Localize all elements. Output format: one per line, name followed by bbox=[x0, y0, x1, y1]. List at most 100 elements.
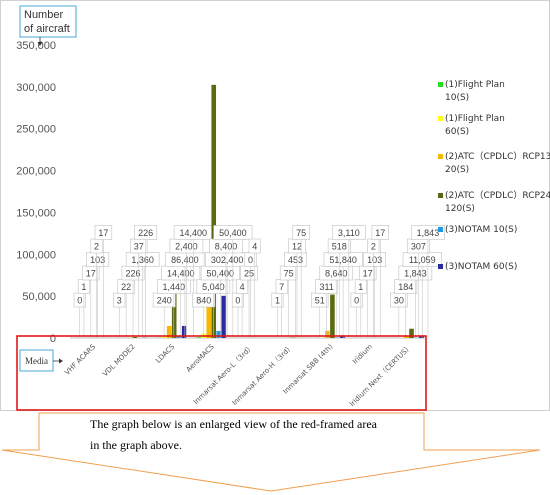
data-label: 0 bbox=[248, 255, 253, 265]
data-label: 22 bbox=[121, 282, 131, 292]
data-label: 7 bbox=[279, 282, 284, 292]
data-label: 14,400 bbox=[167, 269, 195, 279]
data-label: 25 bbox=[244, 269, 254, 279]
data-label: 453 bbox=[288, 255, 303, 265]
data-label: 103 bbox=[90, 255, 105, 265]
legend-label: (3)NOTAM 10(S) bbox=[445, 225, 517, 235]
data-label-box bbox=[411, 225, 445, 240]
bar bbox=[221, 295, 227, 338]
bar bbox=[206, 295, 212, 338]
legend-label: (2)ATC（CPDLC）RCP130 bbox=[445, 151, 550, 162]
bar bbox=[196, 337, 202, 338]
bar bbox=[325, 330, 330, 338]
data-label-box bbox=[248, 238, 261, 254]
data-label: 302,400 bbox=[211, 255, 244, 265]
y-axis-title-line2: of aircraft bbox=[24, 23, 70, 35]
x-axis-title-box bbox=[19, 349, 54, 372]
data-label: 30 bbox=[394, 296, 404, 306]
data-label: 3,110 bbox=[338, 228, 360, 238]
data-label: 240 bbox=[157, 296, 172, 306]
data-label: 2,400 bbox=[175, 242, 198, 252]
data-label: 1 bbox=[358, 282, 363, 292]
data-label: 840 bbox=[196, 296, 211, 306]
data-label: 11,059 bbox=[409, 255, 436, 265]
data-label: 0 bbox=[235, 296, 240, 306]
bar bbox=[404, 336, 409, 338]
legend-swatch bbox=[438, 116, 443, 121]
legend-label: (1)Flight Plan bbox=[445, 114, 505, 124]
bar bbox=[166, 325, 172, 338]
bar bbox=[216, 330, 222, 338]
data-label: 1,843 bbox=[417, 228, 440, 238]
data-label: 184 bbox=[398, 282, 413, 292]
data-label: 2 bbox=[371, 242, 376, 252]
data-label: 14,400 bbox=[180, 228, 208, 238]
data-label: 3 bbox=[117, 296, 122, 306]
bar bbox=[211, 84, 217, 339]
legend-label: 10(S) bbox=[445, 93, 469, 103]
data-label: 1 bbox=[275, 296, 280, 306]
data-label: 75 bbox=[284, 269, 294, 279]
y-tick-label: 200,000 bbox=[16, 166, 56, 178]
data-label: 1,843 bbox=[404, 269, 427, 279]
data-label: 4 bbox=[252, 242, 257, 252]
data-label: 8,640 bbox=[325, 269, 348, 279]
callout-text-line1: The graph below is an enlarged view of t… bbox=[90, 417, 378, 431]
data-label: 226 bbox=[138, 228, 153, 238]
data-label-box bbox=[371, 225, 389, 240]
y-tick-label: 300,000 bbox=[16, 82, 56, 94]
data-label: 2 bbox=[94, 242, 99, 252]
legend-label: 120(S) bbox=[445, 204, 475, 214]
highlight-red-frame bbox=[16, 335, 427, 411]
data-label: 103 bbox=[367, 255, 382, 265]
legend-swatch bbox=[438, 82, 443, 87]
y-axis-title-line1: Number bbox=[24, 9, 63, 21]
data-label-box bbox=[213, 225, 253, 240]
legend: (1)Flight Plan 10(S) (1)Flight Plan 60(S) (2… bbox=[438, 80, 550, 272]
data-label: 311 bbox=[319, 282, 333, 292]
legend-swatch bbox=[438, 193, 443, 198]
legend-label: 20(S) bbox=[445, 165, 469, 175]
data-label: 226 bbox=[126, 269, 141, 279]
y-tick-label: 150,000 bbox=[16, 207, 56, 219]
legend-label: (2)ATC（CPDLC）RCP240 bbox=[445, 190, 550, 201]
data-label: 307 bbox=[411, 242, 426, 252]
bar bbox=[132, 336, 137, 338]
data-label-box bbox=[134, 225, 158, 240]
bar bbox=[181, 325, 187, 338]
data-label: 17 bbox=[363, 269, 373, 279]
data-label: 50,400 bbox=[219, 228, 247, 238]
data-label: 17 bbox=[86, 269, 96, 279]
data-label: 8,400 bbox=[215, 242, 238, 252]
x-axis-title-arrowhead bbox=[59, 358, 63, 364]
legend-label: (3)NOTAM 60(S) bbox=[445, 262, 517, 272]
x-axis-title: Media bbox=[25, 356, 48, 366]
data-label: 1,360 bbox=[131, 255, 154, 265]
legend-swatch bbox=[438, 154, 443, 159]
data-label: 518 bbox=[332, 242, 347, 252]
legend-swatch bbox=[438, 227, 443, 232]
data-label: 0 bbox=[77, 296, 82, 306]
data-label: 51,840 bbox=[329, 255, 357, 265]
legend-swatch bbox=[438, 264, 443, 269]
data-label: 12 bbox=[292, 242, 302, 252]
data-label: 1,440 bbox=[163, 282, 186, 292]
bar bbox=[330, 294, 335, 338]
data-label: 0 bbox=[354, 296, 359, 306]
y-tick-label: 0 bbox=[50, 333, 56, 345]
data-label-box bbox=[94, 225, 113, 240]
legend-label: (1)Flight Plan bbox=[445, 80, 505, 90]
chart-frame bbox=[0, 0, 550, 411]
data-label: 17 bbox=[375, 228, 385, 238]
legend-label: 60(S) bbox=[445, 127, 469, 137]
bar bbox=[176, 335, 182, 338]
y-tick-label: 50,000 bbox=[22, 291, 56, 303]
data-label: 50,400 bbox=[207, 269, 235, 279]
data-label-box bbox=[332, 225, 366, 240]
y-axis-title-box bbox=[19, 5, 77, 38]
y-tick-label: 350,000 bbox=[16, 40, 56, 52]
data-label: 4 bbox=[240, 282, 245, 292]
data-label: 37 bbox=[134, 242, 144, 252]
y-tick-label: 100,000 bbox=[16, 249, 56, 261]
